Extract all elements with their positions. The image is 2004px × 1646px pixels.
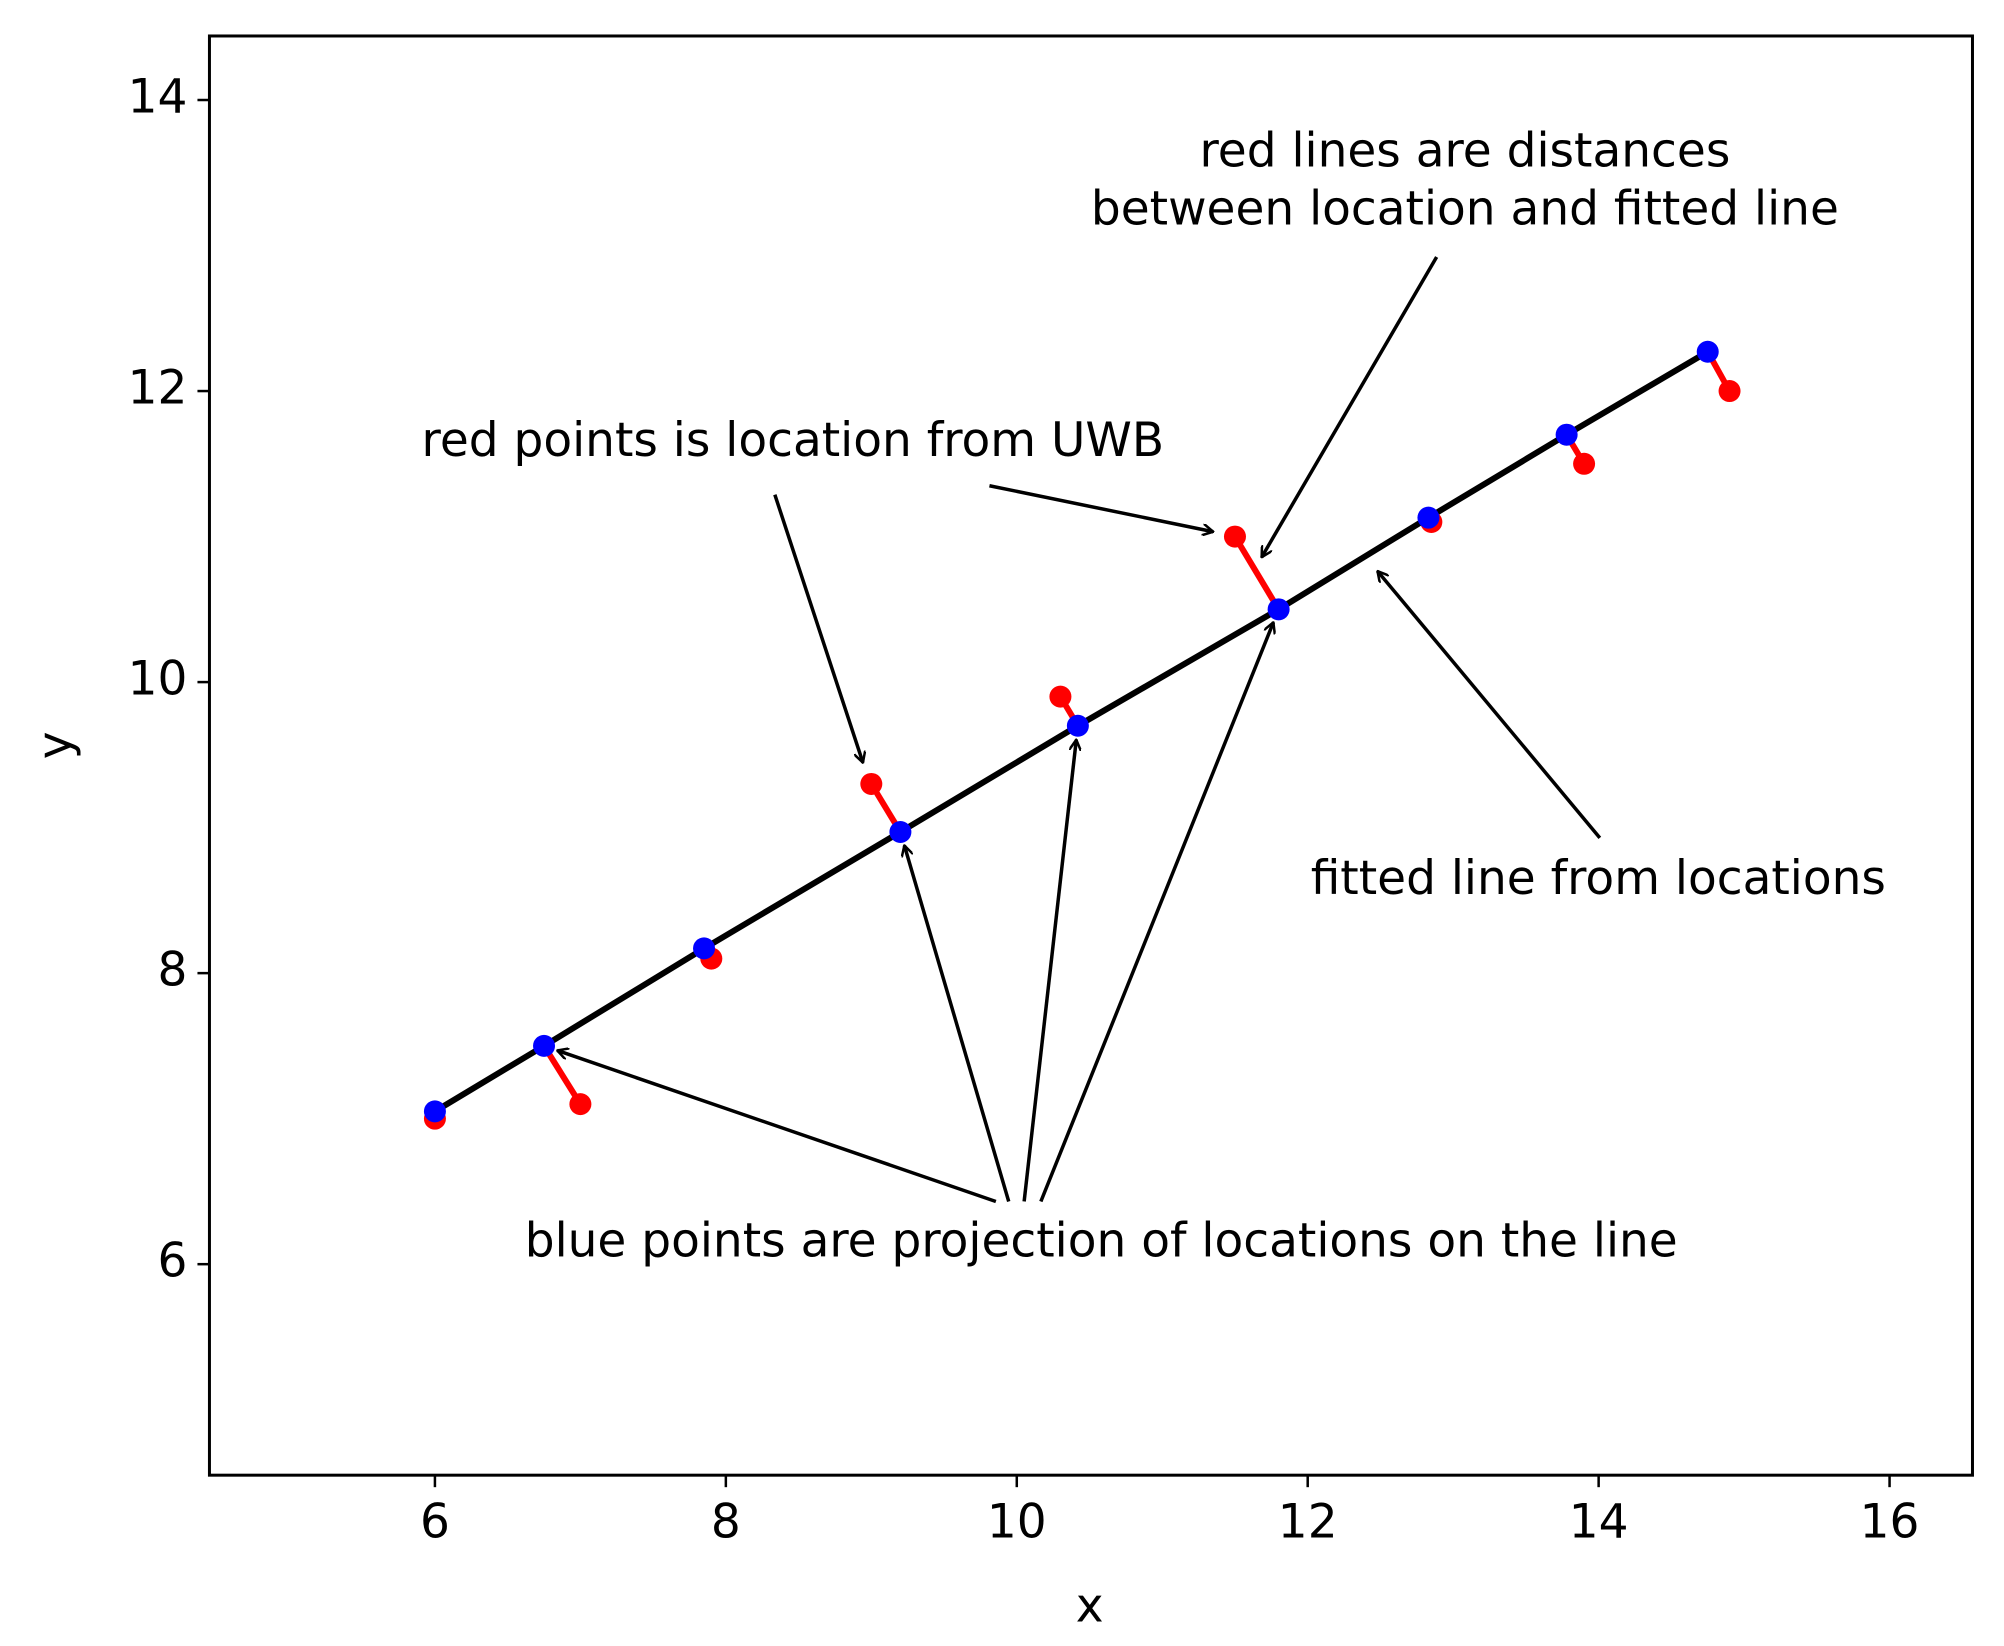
point (1066, 714, 1089, 737)
point (1049, 685, 1072, 708)
point (423, 1100, 446, 1123)
plot-frame (207, 34, 1974, 1477)
distance-line (1232, 535, 1282, 611)
y-tick-label: 12 (128, 361, 188, 416)
annotation-arrow (557, 1050, 997, 1204)
annotation-arrow (1022, 740, 1076, 1202)
annotation: red lines are distances (1199, 124, 1730, 179)
x-tick-label: 8 (711, 1495, 741, 1550)
point (860, 772, 883, 795)
annotation: red points is location from UWB (422, 413, 1165, 468)
y-axis-label: y (27, 731, 82, 759)
y-tick-label: 6 (158, 1234, 188, 1289)
annotation: fitted line from locations (1311, 851, 1886, 906)
x-tick-label: 10 (987, 1495, 1047, 1550)
x-axis-label: x (1076, 1578, 1104, 1633)
annotation-arrow (773, 494, 863, 763)
annotation-arrow (1260, 256, 1439, 557)
point (889, 820, 912, 843)
annotation-arrow (1377, 571, 1602, 839)
x-tick-label: 16 (1860, 1495, 1920, 1550)
point (1223, 525, 1246, 548)
point (1555, 423, 1578, 446)
point (1718, 380, 1741, 403)
y-tick-label: 8 (158, 943, 188, 998)
point (1573, 452, 1596, 475)
point (1696, 340, 1719, 363)
y-tick-label: 14 (128, 70, 188, 125)
x-tick-label: 14 (1569, 1495, 1629, 1550)
distance-line (541, 1044, 583, 1106)
annotation-arrow (1039, 622, 1274, 1203)
annotation-arrow (904, 845, 1011, 1202)
y-tick-label: 10 (128, 652, 188, 707)
annotation: blue points are projection of locations … (525, 1213, 1678, 1268)
point (1267, 598, 1290, 621)
x-tick-label: 6 (420, 1495, 450, 1550)
x-tick-label: 12 (1278, 1495, 1338, 1550)
point (1417, 506, 1440, 529)
point (569, 1093, 592, 1116)
point (693, 937, 716, 960)
annotation: between location and fitted line (1091, 182, 1839, 237)
annotation-arrow (989, 484, 1213, 532)
point (533, 1034, 556, 1057)
